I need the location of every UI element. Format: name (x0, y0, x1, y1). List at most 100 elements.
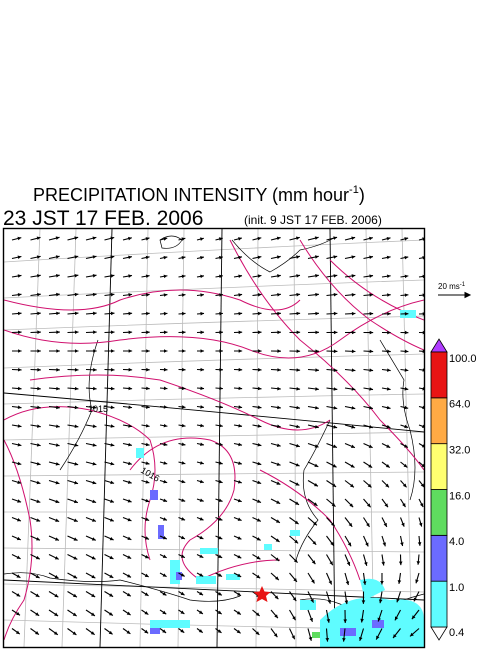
wind-arrow (289, 517, 299, 525)
wind-head (238, 461, 242, 465)
wind-head (312, 540, 317, 545)
wind-head (182, 349, 186, 353)
wind-arrow (104, 386, 115, 391)
wind-head (199, 479, 204, 484)
wind-arrow (48, 609, 59, 617)
wind-arrow (85, 591, 96, 598)
wind-arrow (344, 424, 356, 429)
wind-head (110, 274, 115, 278)
wind-head (411, 615, 416, 620)
wind-arrow (233, 423, 243, 428)
wind-arrow (67, 292, 79, 297)
wind-head (110, 499, 114, 503)
wind-head (404, 293, 409, 297)
wind-head (162, 535, 167, 540)
wind-head (199, 237, 204, 241)
wind-arrow (67, 368, 79, 372)
wind-head (237, 517, 242, 521)
wind-arrow (233, 237, 243, 241)
wind-arrow (215, 293, 223, 297)
wind-arrow (104, 554, 114, 560)
wind-arrow (48, 386, 60, 391)
wind-arrow (252, 628, 260, 636)
wind-head (257, 480, 262, 485)
wind-arrow (85, 311, 97, 316)
wind-arrow (141, 628, 149, 634)
wind-head (74, 255, 79, 259)
wind-arrow (418, 349, 424, 354)
wind-arrow (122, 554, 132, 560)
wind-head (92, 405, 97, 410)
wind-head (200, 423, 204, 428)
wind-arrow (48, 368, 60, 372)
map-frame (2, 227, 426, 649)
wind-head (416, 561, 421, 565)
wind-head (342, 637, 346, 642)
wind-head (127, 574, 132, 578)
wind-head (200, 405, 204, 409)
wind-head (73, 556, 78, 560)
wind-arrow (67, 609, 77, 617)
wind-head (35, 612, 40, 616)
wind-head (16, 611, 21, 616)
wind-head (92, 236, 97, 240)
wind-head (218, 535, 223, 540)
wind-arrow (233, 274, 243, 279)
wind-head (277, 386, 281, 391)
wind-arrow (289, 292, 301, 297)
wind-head (238, 367, 243, 372)
colorbar-band (430, 351, 448, 399)
wind-head (56, 386, 60, 391)
wind-arrow (326, 330, 338, 335)
wind-head (55, 236, 60, 240)
wind-arrow (289, 628, 296, 640)
wind-head (333, 368, 338, 372)
wind-arrow (159, 572, 167, 578)
wind-shaft (418, 275, 424, 278)
wind-arrow (122, 461, 132, 466)
wind-arrow (233, 405, 243, 409)
wind-arrow (399, 535, 404, 547)
wind-arrow (252, 386, 262, 391)
wind-head (383, 522, 387, 527)
wind-arrow (252, 405, 262, 410)
title: PRECIPITATION INTENSITY (mm hour-1) (33, 184, 365, 205)
wind-arrow (363, 480, 372, 488)
wind-head (273, 633, 278, 638)
wind-head (386, 424, 391, 429)
wind-arrow (270, 368, 281, 372)
wind-head (74, 480, 79, 485)
wind-head (37, 330, 41, 335)
wind-arrow (233, 572, 242, 578)
wind-arrow (418, 312, 424, 316)
wind-head (74, 386, 79, 391)
wind-arrow (196, 349, 205, 353)
wind-arrow (11, 330, 22, 335)
wind-arrow (307, 442, 319, 448)
wind-arrow (233, 498, 242, 503)
wind-arrow (252, 330, 262, 335)
wind-arrow (11, 405, 22, 410)
wind-head (74, 462, 79, 466)
wind-head (92, 443, 97, 447)
wind-arrow (67, 628, 77, 636)
wind-head (17, 424, 22, 428)
wind-head (108, 612, 113, 616)
wind-arrow (67, 498, 79, 504)
wind-head (386, 236, 391, 241)
wind-head (181, 256, 186, 260)
wind-head (74, 368, 79, 372)
wind-head (163, 498, 168, 503)
wind-arrow (178, 591, 185, 596)
wind-arrow (396, 591, 402, 603)
wind-arrow (381, 274, 391, 279)
wind-arrow (381, 424, 391, 429)
wind-arrow (344, 535, 352, 547)
wind-arrow (122, 479, 132, 484)
wind-arrow (30, 405, 41, 410)
wind-head (128, 405, 133, 409)
wind-arrow (377, 609, 383, 622)
wind-arrow (104, 311, 115, 316)
colorbar-label: 1.0 (449, 582, 464, 594)
wind-arrow (48, 273, 60, 278)
